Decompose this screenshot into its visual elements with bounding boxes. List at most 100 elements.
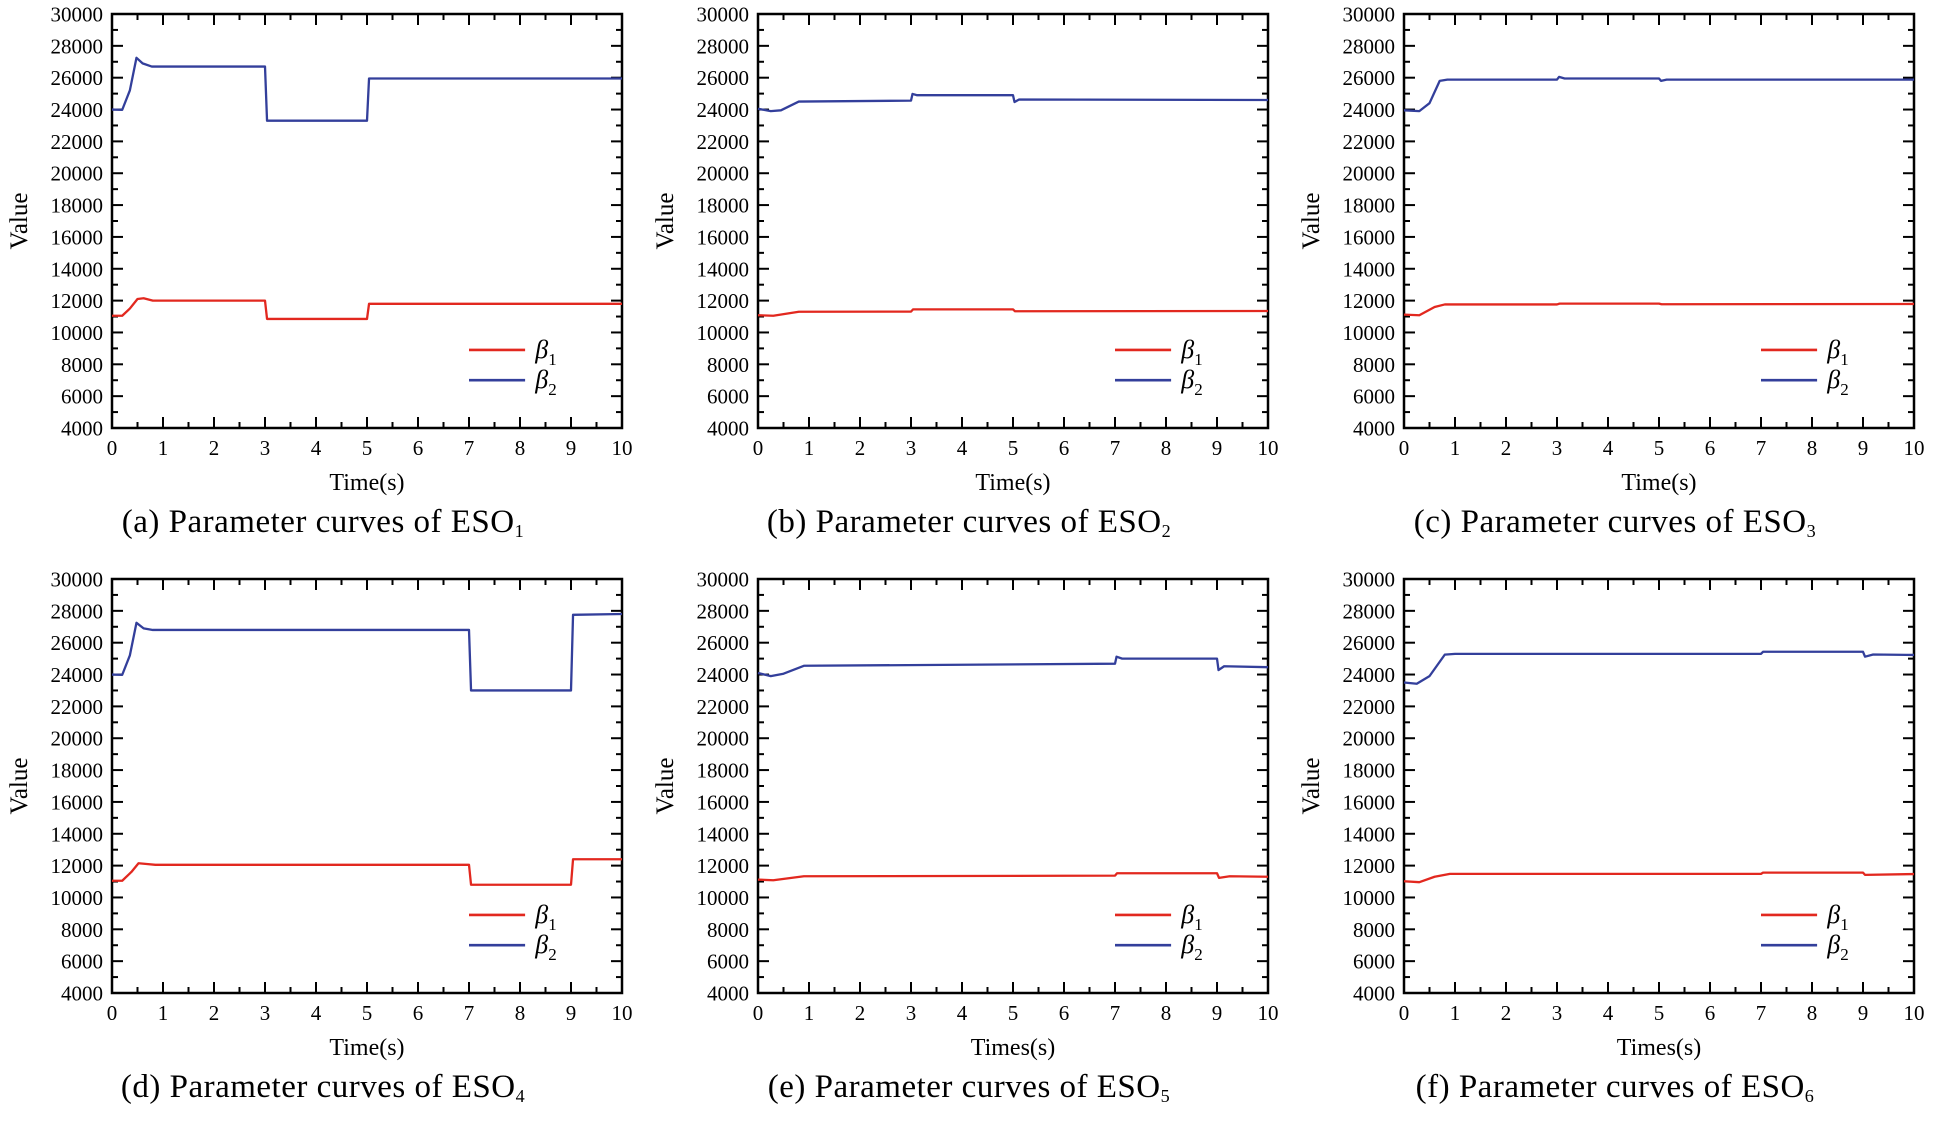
x-tick-label: 6 bbox=[1059, 1001, 1070, 1025]
y-tick-labels: 4000 6000 8000 10000 12000 14000 16000 18000 200… bbox=[51, 568, 104, 1006]
y-tick-label: 4000 bbox=[1353, 982, 1395, 1006]
y-tick-label: 10000 bbox=[51, 886, 104, 910]
chart-svg-d: 4000600080001000012000140001600018000200… bbox=[6, 568, 633, 1062]
y-tick-label: 14000 bbox=[1343, 257, 1396, 281]
x-tick-label: 4 bbox=[957, 1001, 968, 1025]
caption-a: (a) Parameter curves of ESO1 bbox=[0, 504, 646, 541]
panel-f: 4000 6000 8000 10000 12000 14000 16000 18000 200… bbox=[1292, 565, 1938, 1131]
axis-ticks bbox=[111, 13, 623, 429]
y-tick-label: 4000 bbox=[61, 417, 103, 441]
x-tick-label: 7 bbox=[1110, 436, 1121, 460]
legend-label: β1 bbox=[534, 335, 556, 369]
x-tick-label: 0 bbox=[1399, 436, 1410, 460]
y-tick-labels: 4000 6000 8000 10000 12000 14000 16000 18000 200… bbox=[51, 3, 104, 441]
x-tick-label: 9 bbox=[1858, 1001, 1869, 1025]
panel-b: 4000 6000 8000 10000 12000 14000 16000 18000 200… bbox=[646, 0, 1292, 565]
caption-c-text: (c) Parameter curves of ESO bbox=[1413, 504, 1807, 540]
y-axis-title: Value bbox=[6, 758, 33, 815]
y-tick-label: 24000 bbox=[51, 663, 104, 687]
x-axis-title: Times(s) bbox=[971, 1035, 1055, 1061]
y-tick-label: 30000 bbox=[51, 568, 104, 592]
x-tick-label: 10 bbox=[1258, 436, 1279, 460]
x-tick-label: 6 bbox=[1705, 1001, 1716, 1025]
y-tick-label: 10000 bbox=[1343, 321, 1396, 345]
y-tick-label: 6000 bbox=[707, 950, 749, 974]
series-beta2 bbox=[1403, 75, 1914, 113]
x-tick-label: 5 bbox=[1654, 1001, 1665, 1025]
x-tick-label: 0 bbox=[753, 1001, 764, 1025]
y-tick-label: 12000 bbox=[51, 289, 104, 313]
y-axis-title: Value bbox=[652, 193, 679, 250]
caption-b-text: (b) Parameter curves of ESO bbox=[766, 504, 1162, 540]
y-tick-labels: 4000 6000 8000 10000 12000 14000 16000 18000 200… bbox=[1343, 3, 1396, 441]
x-tick-label: 0 bbox=[107, 1001, 118, 1025]
y-tick-label: 22000 bbox=[1343, 695, 1396, 719]
y-tick-label: 6000 bbox=[707, 385, 749, 409]
series-beta1 bbox=[112, 297, 622, 321]
y-tick-label: 18000 bbox=[1343, 759, 1396, 783]
x-tick-label: 7 bbox=[1110, 1001, 1121, 1025]
y-tick-label: 4000 bbox=[707, 417, 749, 441]
y-tick-label: 16000 bbox=[51, 790, 104, 814]
x-tick-labels: 0 1 2 3 4 5 6 7 8 9 10 bbox=[1399, 436, 1925, 460]
chart-svg-b: 4000600080001000012000140001600018000200… bbox=[652, 3, 1279, 497]
x-tick-label: 2 bbox=[209, 436, 220, 460]
y-tick-label: 12000 bbox=[1343, 289, 1396, 313]
y-tick-label: 24000 bbox=[1343, 98, 1396, 122]
x-axis-title: Time(s) bbox=[329, 470, 404, 496]
panel-a: 4000 6000 8000 10000 12000 14000 16000 18000 200… bbox=[0, 0, 646, 565]
y-tick-labels: 4000 6000 8000 10000 12000 14000 16000 18000 200… bbox=[697, 568, 750, 1006]
x-tick-label: 9 bbox=[566, 1001, 577, 1025]
chart-eso3: 4000 6000 8000 10000 12000 14000 16000 18000 200… bbox=[1292, 0, 1938, 502]
y-tick-label: 24000 bbox=[697, 98, 750, 122]
x-tick-label: 0 bbox=[1399, 1001, 1410, 1025]
y-axis-title: Value bbox=[1298, 193, 1325, 250]
y-tick-label: 14000 bbox=[697, 822, 750, 846]
x-tick-label: 4 bbox=[1603, 436, 1614, 460]
y-tick-label: 16000 bbox=[697, 790, 750, 814]
y-tick-label: 22000 bbox=[697, 695, 750, 719]
x-tick-label: 3 bbox=[1552, 436, 1563, 460]
x-tick-labels: 0 1 2 3 4 5 6 7 8 9 10 bbox=[107, 436, 633, 460]
y-tick-label: 22000 bbox=[697, 130, 750, 154]
legend-label: β1 bbox=[1826, 335, 1848, 369]
panel-d: 4000 6000 8000 10000 12000 14000 16000 18000 200… bbox=[0, 565, 646, 1131]
y-tick-label: 14000 bbox=[51, 257, 104, 281]
y-tick-label: 14000 bbox=[51, 822, 104, 846]
y-tick-label: 26000 bbox=[697, 631, 750, 655]
chart-svg-f: 4000600080001000012000140001600018000200… bbox=[1298, 568, 1925, 1062]
x-tick-label: 9 bbox=[1212, 436, 1223, 460]
x-tick-label: 9 bbox=[1212, 1001, 1223, 1025]
x-tick-label: 5 bbox=[1008, 1001, 1019, 1025]
legend-label: β2 bbox=[534, 930, 556, 964]
x-tick-label: 8 bbox=[1807, 436, 1818, 460]
y-tick-label: 12000 bbox=[697, 289, 750, 313]
x-tick-label: 3 bbox=[260, 436, 271, 460]
x-tick-labels: 0 1 2 3 4 5 6 7 8 9 10 bbox=[753, 436, 1279, 460]
x-tick-label: 8 bbox=[1161, 436, 1172, 460]
y-tick-label: 18000 bbox=[697, 194, 750, 218]
axis-ticks bbox=[1403, 578, 1915, 994]
y-tick-label: 28000 bbox=[51, 34, 104, 58]
y-tick-label: 12000 bbox=[697, 854, 750, 878]
x-tick-label: 8 bbox=[1807, 1001, 1818, 1025]
series-beta1 bbox=[112, 858, 622, 886]
x-tick-label: 3 bbox=[260, 1001, 271, 1025]
y-tick-label: 8000 bbox=[61, 353, 103, 377]
caption-a-subscript: 1 bbox=[514, 520, 525, 541]
x-axis-title: Time(s) bbox=[1621, 470, 1696, 496]
caption-e-subscript: 5 bbox=[1160, 1085, 1171, 1106]
series-beta1 bbox=[1403, 871, 1915, 884]
caption-f-subscript: 6 bbox=[1804, 1085, 1815, 1106]
x-tick-label: 7 bbox=[1756, 436, 1767, 460]
y-tick-label: 8000 bbox=[61, 918, 103, 942]
x-tick-label: 10 bbox=[1904, 436, 1925, 460]
legend-label: β1 bbox=[1180, 335, 1202, 369]
x-tick-label: 10 bbox=[1258, 1001, 1279, 1025]
x-tick-labels: 0 1 2 3 4 5 6 7 8 9 10 bbox=[1399, 1001, 1925, 1025]
chart-eso4: 4000 6000 8000 10000 12000 14000 16000 18000 200… bbox=[0, 565, 646, 1067]
